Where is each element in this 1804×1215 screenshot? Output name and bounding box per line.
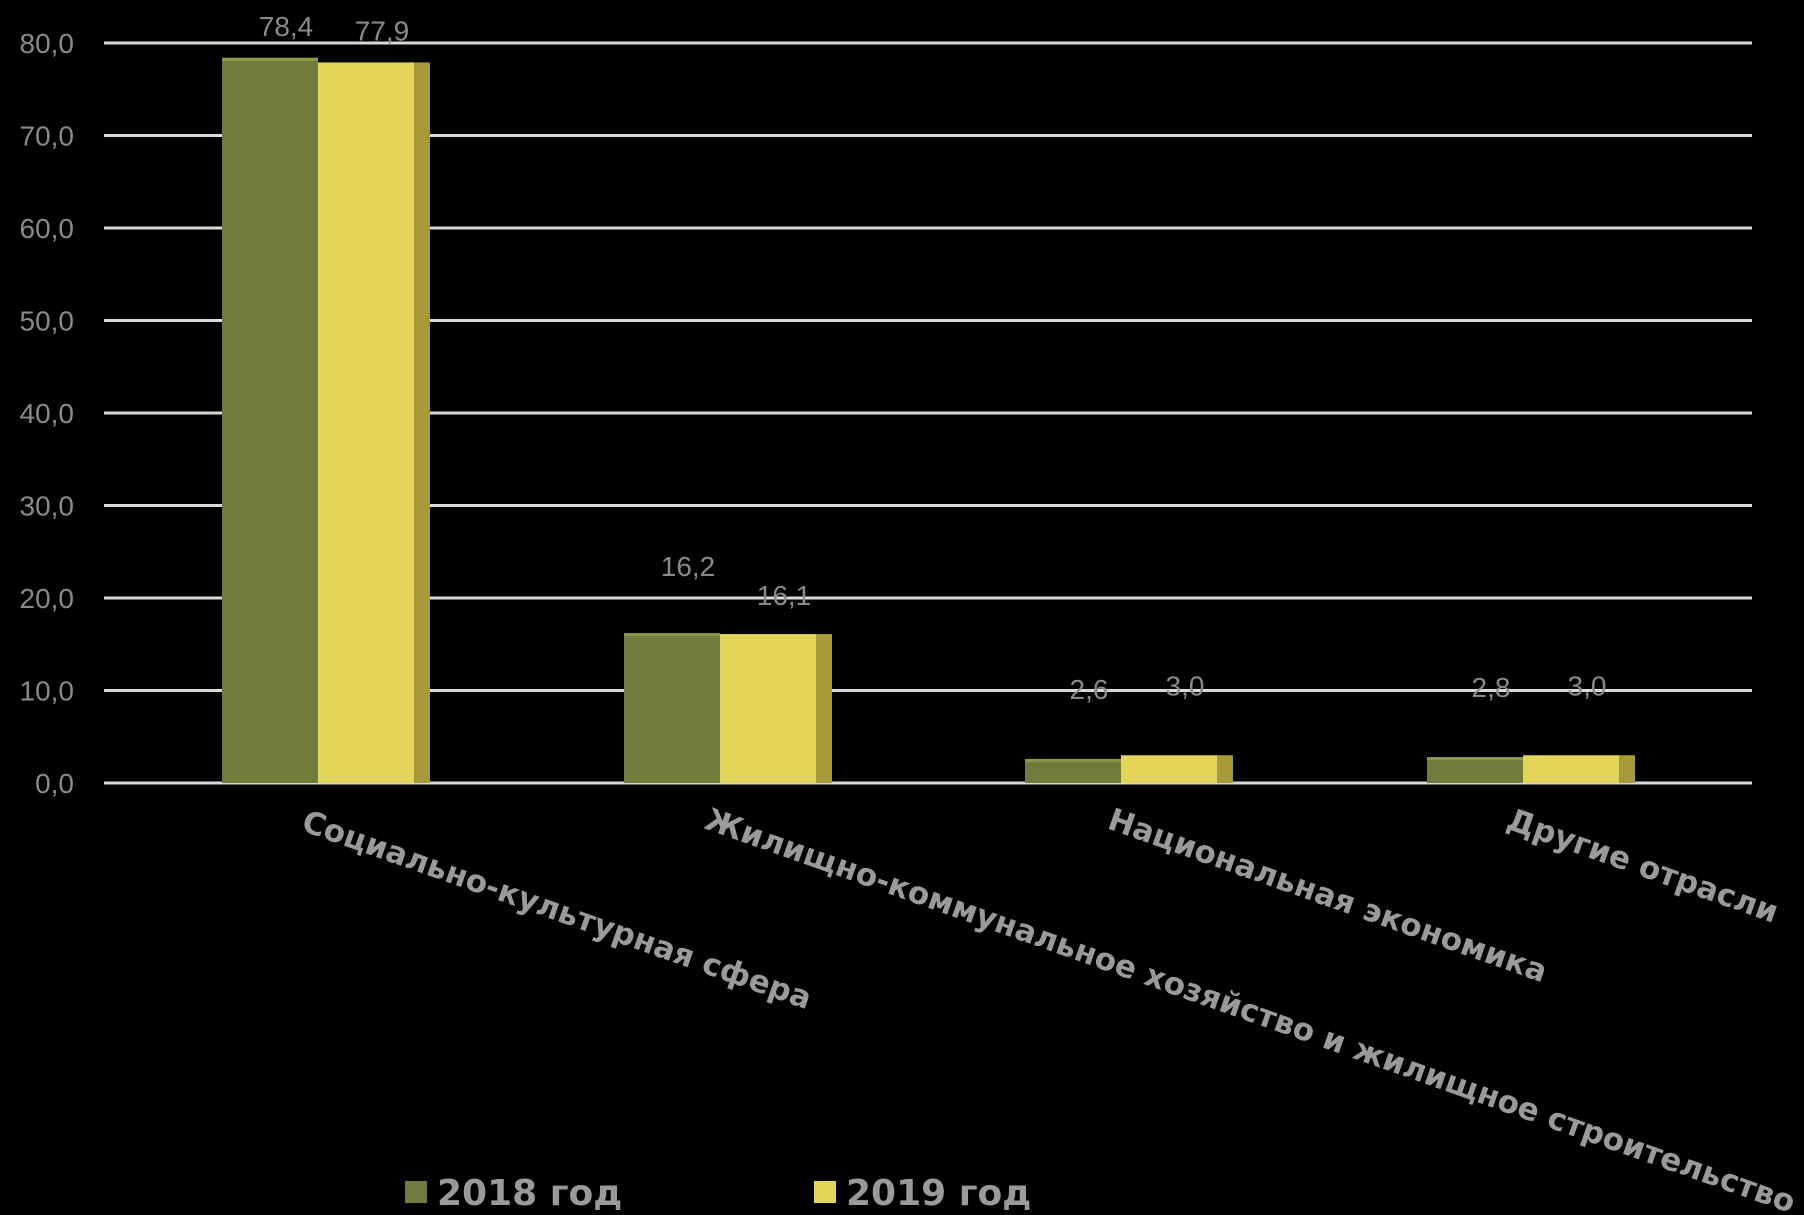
bar-2019: [1121, 755, 1217, 783]
y-tick-label: 80,0: [20, 28, 75, 59]
legend-swatch-2018: [405, 1181, 427, 1203]
data-label-2019: 3,0: [1166, 670, 1205, 701]
category-labels: Социально-культурная сфераЖилищно-коммун…: [297, 802, 1800, 1215]
data-label-2019: 16,1: [757, 580, 812, 611]
y-tick-label: 60,0: [20, 213, 75, 244]
category-label: Национальная экономика: [1103, 802, 1551, 990]
bars: [222, 57, 1635, 784]
bar-2018-top: [624, 633, 720, 637]
bar-2018: [222, 57, 318, 784]
data-labels: 78,4 77,9 16,2 16,1 2,6 3,0 2,8 3,0: [259, 11, 1607, 705]
data-label-2019: 3,0: [1568, 670, 1607, 701]
bar-2019-side: [816, 634, 832, 783]
y-tick-label: 30,0: [20, 491, 75, 522]
legend: 2018 год 2019 год: [405, 1173, 1031, 1214]
data-label-2018: 16,2: [661, 551, 716, 582]
y-tick-label: 40,0: [20, 398, 75, 429]
y-tick-label: 0,0: [35, 768, 74, 799]
category-label: Другие отрасли: [1502, 802, 1783, 931]
legend-label-2018: 2018 год: [437, 1173, 622, 1214]
bar-2018-top: [1025, 758, 1121, 762]
bar-2019-side: [1619, 755, 1635, 783]
y-tick-label: 50,0: [20, 306, 75, 337]
y-tick-label: 70,0: [20, 121, 75, 152]
legend-label-2019: 2019 год: [846, 1173, 1031, 1214]
bar-2018: [1025, 758, 1121, 783]
bar-2019-side: [1217, 755, 1233, 783]
data-label-2018: 2,6: [1070, 674, 1109, 705]
bar-2019: [1523, 755, 1619, 783]
y-tick-label: 20,0: [20, 583, 75, 614]
data-label-2019: 77,9: [355, 15, 410, 46]
bar-2018: [624, 633, 720, 783]
y-tick-label: 10,0: [20, 676, 75, 707]
bar-2019: [318, 62, 414, 784]
data-label-2018: 2,8: [1472, 672, 1511, 703]
bar-2019-side: [414, 62, 430, 784]
data-label-2018: 78,4: [259, 11, 314, 42]
legend-swatch-2019: [814, 1181, 836, 1203]
y-axis-tick-labels: 0,0 10,0 20,0 30,0 40,0 50,0 60,0 70,0 80,0: [20, 28, 75, 799]
bar-2019: [720, 634, 816, 783]
bar-2018-top: [222, 57, 318, 61]
bar-2018: [1427, 757, 1523, 783]
bar-2018-top: [1427, 757, 1523, 761]
